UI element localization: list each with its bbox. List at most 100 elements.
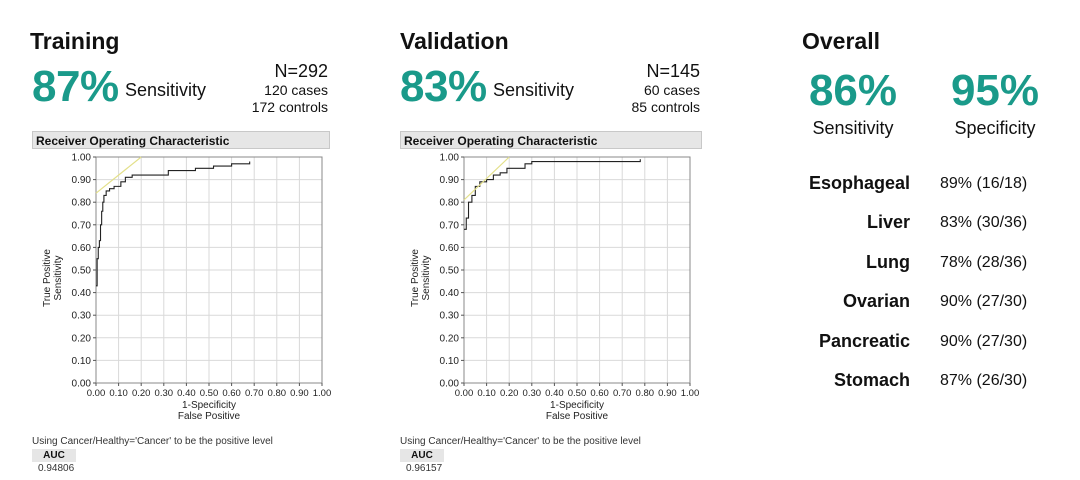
cancer-name: Pancreatic: [818, 331, 910, 351]
y-tick-label: 0.10: [72, 356, 92, 367]
overall-specificity-value: 95%: [950, 66, 1040, 115]
training-n: N=292: [274, 61, 328, 81]
roc-curve: [464, 159, 641, 230]
x-tick-label: 0.20: [132, 388, 151, 399]
overall-sensitivity-value: 86%: [808, 66, 898, 115]
x-tick-label: 0.40: [177, 388, 196, 399]
overall-sensitivity-label: Sensitivity: [812, 118, 894, 138]
overall-title: Overall: [802, 28, 880, 54]
y-tick-label: 0.70: [72, 220, 92, 231]
cancer-value: 87% (26/30): [940, 372, 1028, 389]
validation-sensitivity-value: 83%: [400, 62, 487, 111]
x-tick-label: 0.30: [523, 388, 542, 399]
cancer-value: 83% (30/36): [940, 214, 1028, 231]
training-title: Training: [30, 28, 120, 54]
y-tick-label: 1.00: [72, 153, 92, 164]
y-tick-label: 0.50: [440, 266, 460, 277]
cancer-name: Stomach: [833, 370, 910, 390]
x-tick-label: 0.20: [500, 388, 519, 399]
training-cases: 120 cases: [264, 82, 328, 98]
validation-counts: N=145 60 cases 85 controls: [600, 60, 700, 116]
overall-specificity-label: Specificity: [954, 118, 1036, 138]
validation-cases: 60 cases: [643, 82, 700, 98]
y-tick-label: 0.00: [440, 379, 460, 390]
x-tick-label: 0.50: [200, 388, 219, 399]
training-panel: Training 87% Sensitivity N=292 120 cases…: [0, 0, 360, 480]
x-axis-label-secondary: False Positive: [178, 411, 241, 422]
x-tick-label: 0.60: [590, 388, 609, 399]
x-tick-label: 1.00: [681, 388, 700, 399]
cancer-name: Esophageal: [808, 173, 910, 193]
training-counts: N=292 120 cases 172 controls: [238, 60, 328, 116]
x-tick-label: 0.10: [109, 388, 128, 399]
validation-title: Validation: [400, 28, 509, 54]
validation-auc-label: AUC: [400, 449, 444, 462]
cancer-name: Lung: [866, 252, 910, 272]
cancer-value: 90% (27/30): [940, 293, 1028, 310]
y-tick-label: 0.20: [72, 333, 92, 344]
y-axis-label-secondary: True Positive: [42, 249, 53, 307]
y-tick-label: 0.40: [72, 288, 92, 299]
x-tick-label: 0.00: [455, 388, 474, 399]
y-tick-label: 0.30: [72, 311, 92, 322]
y-tick-label: 0.60: [72, 243, 92, 254]
validation-positive-note: Using Cancer/Healthy='Cancer' to be the …: [400, 436, 641, 447]
x-axis-label-secondary: False Positive: [546, 411, 609, 422]
cancer-name: Liver: [866, 212, 910, 232]
grid: [95, 156, 323, 384]
y-axis-label-secondary: True Positive: [410, 249, 421, 307]
x-axis-label: 1-Specificity: [182, 400, 236, 411]
x-tick-label: 0.70: [245, 388, 264, 399]
training-positive-note: Using Cancer/Healthy='Cancer' to be the …: [32, 436, 273, 447]
x-tick-label: 0.30: [155, 388, 174, 399]
y-axis-label: Sensitivity: [421, 255, 432, 300]
validation-panel: Validation 83% Sensitivity N=145 60 case…: [368, 0, 728, 480]
y-tick-label: 0.90: [72, 175, 92, 186]
validation-auc-value: 0.96157: [406, 463, 443, 474]
x-tick-label: 0.50: [568, 388, 587, 399]
x-tick-label: 0.10: [477, 388, 496, 399]
y-tick-label: 0.70: [440, 220, 460, 231]
y-tick-label: 0.50: [72, 266, 92, 277]
tangent-line: [463, 156, 510, 201]
cancer-name: Ovarian: [842, 291, 910, 311]
roc-curve: [96, 161, 251, 287]
y-tick-label: 0.60: [440, 243, 460, 254]
x-tick-label: 0.00: [87, 388, 106, 399]
y-tick-label: 0.90: [440, 175, 460, 186]
validation-controls: 85 controls: [631, 99, 700, 115]
y-tick-label: 0.10: [440, 356, 460, 367]
overall-panel: Overall 86% Sensitivity 95% Specificity …: [760, 0, 1080, 480]
y-tick-label: 0.40: [440, 288, 460, 299]
training-auc-label: AUC: [32, 449, 76, 462]
y-axis-label: Sensitivity: [53, 255, 64, 300]
validation-sensitivity-label: Sensitivity: [493, 80, 575, 100]
validation-roc-chart: 0.000.100.200.300.400.500.600.700.800.90…: [410, 153, 700, 423]
y-tick-label: 0.80: [72, 198, 92, 209]
training-sensitivity-label: Sensitivity: [125, 80, 207, 100]
training-auc-value: 0.94806: [38, 463, 75, 474]
tangent-line: [95, 156, 142, 194]
validation-n: N=145: [646, 61, 700, 81]
training-sensitivity-value: 87%: [32, 62, 119, 111]
y-tick-label: 0.80: [440, 198, 460, 209]
cancer-value: 89% (16/18): [940, 175, 1028, 192]
y-tick-label: 0.00: [72, 379, 92, 390]
x-tick-label: 1.00: [313, 388, 332, 399]
y-tick-label: 0.20: [440, 333, 460, 344]
x-tick-label: 0.80: [636, 388, 655, 399]
cancer-value: 78% (28/36): [940, 254, 1028, 271]
grid: [463, 156, 691, 384]
validation-roc-header: Receiver Operating Characteristic: [400, 131, 702, 149]
training-roc-header: Receiver Operating Characteristic: [32, 131, 330, 149]
x-tick-label: 0.40: [545, 388, 564, 399]
x-tick-label: 0.70: [613, 388, 632, 399]
cancer-value: 90% (27/30): [940, 333, 1028, 350]
y-tick-label: 0.30: [440, 311, 460, 322]
training-roc-chart: 0.000.100.200.300.400.500.600.700.800.90…: [42, 153, 332, 423]
x-tick-label: 0.80: [268, 388, 287, 399]
x-tick-label: 0.60: [222, 388, 241, 399]
y-tick-label: 1.00: [440, 153, 460, 164]
x-axis-label: 1-Specificity: [550, 400, 604, 411]
training-controls: 172 controls: [251, 99, 328, 115]
